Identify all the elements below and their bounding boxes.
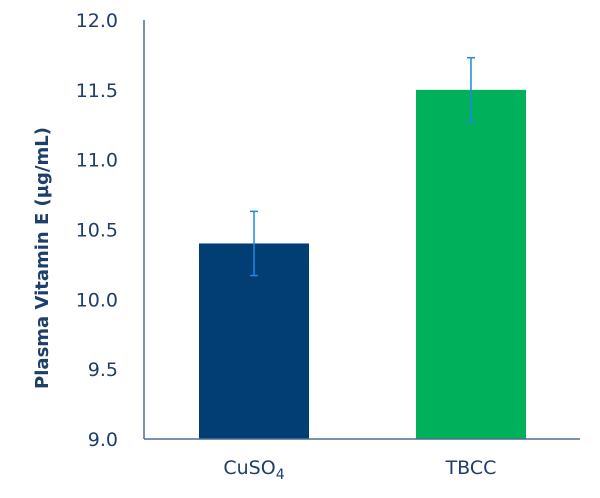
bar-tbcc	[416, 89, 526, 439]
y-tick-label: 9.5	[88, 359, 118, 381]
error-bar-cuso4	[250, 210, 258, 277]
x-category-label: TBCC	[445, 457, 497, 479]
y-tick-label: 11.5	[76, 80, 118, 102]
error-bars	[250, 56, 475, 277]
y-tick-label: 11.0	[76, 150, 118, 172]
x-category-label: CuSO4	[223, 457, 284, 483]
y-tick-label: 10.5	[76, 220, 118, 242]
y-tick-label: 10.0	[76, 289, 118, 311]
x-axis-category-labels: CuSO4 TBCC	[223, 457, 496, 483]
y-tick-label: 12.0	[76, 10, 118, 32]
bars	[199, 89, 526, 439]
y-tick-label: 9.0	[88, 429, 118, 451]
y-axis-tick-labels: 9.0 9.5 10.0 10.5 11.0 11.5 12.0	[76, 10, 118, 451]
y-axis-label: Plasma Vitamin E (µg/mL)	[32, 127, 53, 389]
error-bar-tbcc	[467, 56, 475, 123]
